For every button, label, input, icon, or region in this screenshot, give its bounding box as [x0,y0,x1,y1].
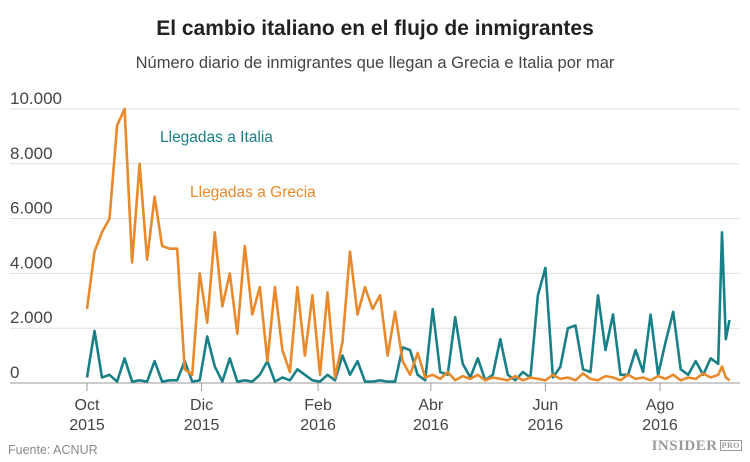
x-tick-label-month: Oct [75,397,100,414]
series-lines [85,107,731,383]
y-tick-label: 10.000 [10,89,62,108]
x-tick-label-year: 2016 [528,417,564,434]
x-tick-label-month: Feb [304,397,332,414]
x-tick-label-month: Ago [646,397,675,414]
chart-subtitle: Número diario de inmigrantes que llegan … [135,54,615,72]
y-tick-label: 6.000 [10,199,53,218]
logo-text: INSIDER [651,438,718,454]
x-tick-label-year: 2016 [413,417,449,434]
x-axis: Oct 2015 Dic 2015 Feb 2016 Abr 2016 Jun 2016 Ago 20… [69,383,678,434]
source-note: Fuente: ACNUR [8,443,98,457]
x-tick-label-year: 2016 [642,417,678,434]
x-tick-label-month: Jun [533,397,559,414]
x-tick-label-month: Dic [190,397,213,414]
legend-label-grecia: Llegadas a Grecia [190,184,316,201]
y-tick-label: 2.000 [10,308,53,327]
series-grecia [85,107,731,382]
insider-pro-logo: INSIDER PRO [652,438,742,455]
y-tick-label: 8.000 [10,144,53,163]
logo-suffix: PRO [719,440,742,451]
x-tick-label-month: Abr [418,397,444,414]
y-tick-label: 0 [10,363,19,382]
x-tick-label-year: 2016 [300,417,336,434]
x-tick-label-year: 2015 [69,417,105,434]
y-axis: 0 2.000 4.000 6.000 8.000 10.000 [10,89,62,382]
series-line [85,107,731,382]
gridlines [10,108,740,384]
chart-title: El cambio italiano en el flujo de inmigr… [156,17,594,40]
legend-label-italia: Llegadas a Italia [160,129,273,146]
x-tick-label-year: 2015 [184,417,220,434]
y-tick-label: 4.000 [10,253,53,272]
